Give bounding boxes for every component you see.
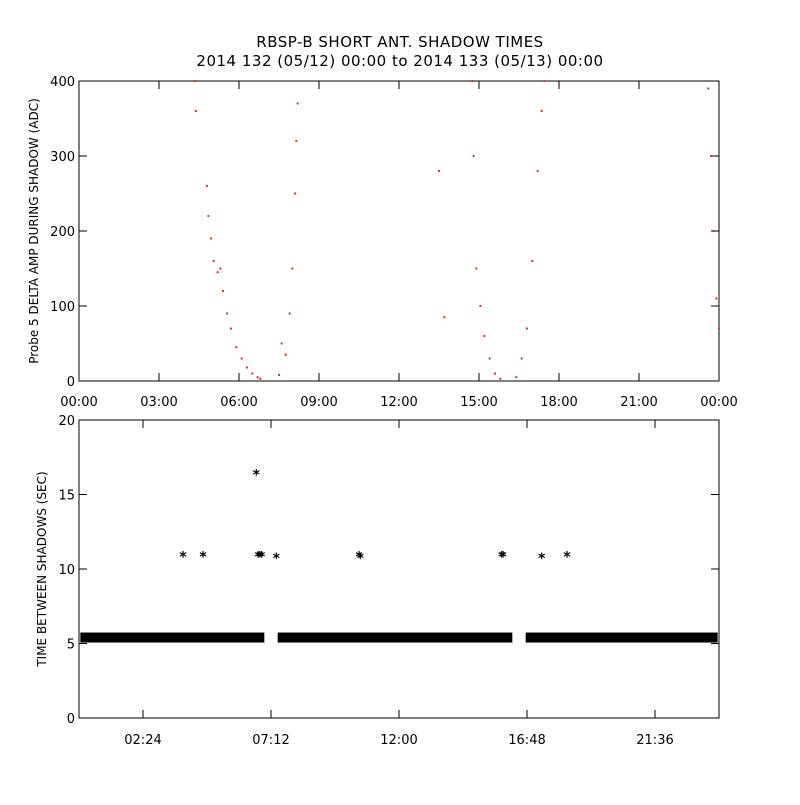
data-point [540,109,543,113]
y-tick-label: 20 [58,414,75,429]
data-point [531,259,534,263]
x-tick-label: 18:00 [540,395,577,410]
y-tick-label: 300 [50,150,75,165]
y-tick-label: 10 [58,563,75,578]
data-point [194,109,197,113]
data-point [280,342,283,345]
data-point [707,87,710,90]
data-point [717,327,721,330]
data-point [471,79,474,83]
y-tick-label: 0 [67,375,75,390]
x-tick-label: 07:12 [252,733,289,748]
data-point: * [273,551,281,567]
data-point [219,267,222,270]
data-point [479,304,482,308]
data-point: * [499,550,507,566]
data-point: * [253,468,261,484]
data-point: * [179,550,187,566]
data-point [472,154,475,158]
data-point [520,357,523,360]
data-point: * [563,550,571,566]
data-point [277,373,281,377]
x-tick-label: 06:00 [220,395,257,410]
data-point: * [256,550,264,566]
data-point [709,154,713,158]
baseline-points [277,632,513,643]
y-tick-label: 15 [58,489,75,504]
x-tick-label: 21:36 [636,733,673,748]
x-tick-label: 09:00 [300,395,337,410]
data-point [475,267,478,270]
data-point [235,346,238,349]
x-tick-label: 03:00 [140,395,177,410]
data-point [193,79,197,83]
data-point: * [498,550,506,566]
data-point [712,229,715,233]
data-point: * [538,551,546,567]
panel-1: 00:00 03:00 06:00 09:00 12:00 15:00 18:00 21:00… [27,75,738,410]
data-point [483,334,486,338]
data-point [543,79,546,83]
data-point [293,192,297,195]
data-point [296,102,299,105]
data-point [259,377,262,380]
data-point: * [255,550,263,566]
x-tick-label: 15:00 [460,395,497,410]
x-tick-label: 02:24 [124,733,161,748]
data-point: * [199,550,207,566]
plot-frame [78,80,720,382]
data-point [493,372,497,375]
x-tick-label: 12:00 [380,733,417,748]
data-point [245,366,249,369]
baseline-points [525,632,718,643]
y-tick-label: 0 [67,712,75,727]
data-point [216,271,219,274]
data-point [212,259,215,263]
y-axis-label: Probe 5 DELTA AMP DURING SHADOW (ADC) [27,98,41,364]
data-point [225,312,229,315]
data-point [291,267,294,270]
data-point [205,184,209,188]
y-tick-label: 5 [67,638,75,653]
data-point: * [357,551,365,567]
data-point [221,289,225,293]
data-point [525,327,529,330]
y-tick-label: 400 [50,75,75,90]
data-point [209,237,213,240]
x-tick-label: 00:00 [700,395,737,410]
panel-2: 02:24 07:12 12:00 16:48 21:36 0 5 10 15 20 TIME BE… [35,414,720,748]
data-point [295,139,298,143]
data-point [288,312,291,315]
data-point [488,357,491,360]
chart-title: RBSP-B SHORT ANT. SHADOW TIMES [256,33,544,51]
data-point [715,297,718,300]
data-point [536,169,539,173]
y-tick-label: 200 [50,225,75,240]
plot-frame [78,419,720,719]
y-axis-label: TIME BETWEEN SHADOWS (SEC) [35,471,49,667]
data-point [256,376,259,379]
data-point [499,377,502,380]
data-point [284,353,287,356]
chart-subtitle: 2014 132 (05/12) 00:00 to 2014 133 (05/1… [196,52,604,70]
x-tick-label: 16:48 [508,733,545,748]
data-point [515,376,518,379]
x-tick-label: 00:00 [60,395,97,410]
x-tick-label: 21:00 [620,395,657,410]
data-point [443,316,446,319]
data-point: * [258,550,266,566]
data-point [207,214,210,218]
data-point [251,372,254,375]
data-point [229,327,233,330]
baseline-points [80,632,265,643]
y-tick-label: 100 [50,300,75,315]
data-point [240,357,243,360]
data-point: * [355,550,363,566]
data-point [437,169,441,173]
x-tick-label: 12:00 [380,395,417,410]
